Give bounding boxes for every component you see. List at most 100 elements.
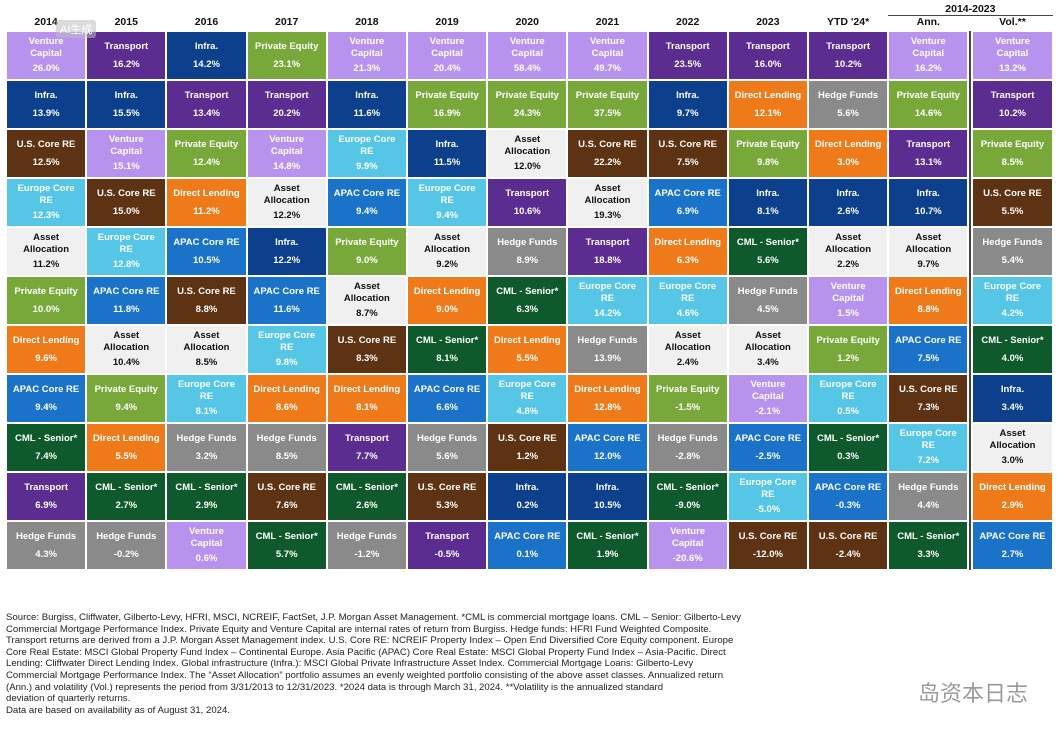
cell-value: -0.5% bbox=[434, 548, 460, 560]
table-cell: Europe Core RE 0.5% bbox=[808, 374, 889, 423]
cell-label: Asset Allocation bbox=[989, 428, 1036, 451]
table-cell: Infra. 0.2% bbox=[487, 472, 568, 521]
table-cell: Asset Allocation 9.7% bbox=[888, 227, 969, 276]
table-cell: U.S. Core RE 5.5% bbox=[972, 178, 1053, 227]
table-cell: Hedge Funds 8.9% bbox=[487, 227, 568, 276]
cell-label: Transport bbox=[425, 530, 469, 542]
table-cell: Europe Core RE 4.2% bbox=[972, 276, 1053, 325]
cell-value: 8.1% bbox=[195, 406, 218, 417]
cell-value: 3.0% bbox=[1001, 455, 1024, 466]
table-cell: Venture Capital 26.0% bbox=[6, 31, 87, 80]
cell-label: Private Equity bbox=[14, 285, 78, 297]
cell-value: 37.5% bbox=[594, 107, 621, 119]
table-cell: Private Equity 10.0% bbox=[6, 276, 87, 325]
table-cell: Direct Lending 3.0% bbox=[808, 129, 889, 178]
table-cell: Private Equity 37.5% bbox=[567, 80, 648, 129]
table-cell: Direct Lending 8.6% bbox=[246, 374, 327, 423]
cell-label: Venture Capital bbox=[349, 36, 385, 59]
column-header: 2023 bbox=[756, 16, 780, 28]
table-cell: U.S. Core RE -12.0% bbox=[727, 521, 808, 570]
table-cell: Transport 10.2% bbox=[808, 31, 889, 80]
cell-label: Venture Capital bbox=[189, 526, 224, 549]
cell-value: 11.6% bbox=[273, 303, 300, 315]
cell-label: Hedge Funds bbox=[577, 334, 638, 346]
cell-value: 12.2% bbox=[273, 210, 301, 221]
cell-value: 16.2% bbox=[112, 58, 140, 70]
table-cell: Europe Core RE 9.4% bbox=[407, 178, 488, 227]
cell-label: Asset Allocation bbox=[424, 232, 471, 255]
cell-value: 16.2% bbox=[914, 63, 942, 74]
table-cell: Venture Capital 49.7% bbox=[567, 31, 648, 80]
cell-label: Venture Capital bbox=[590, 36, 625, 59]
cell-value: 49.7% bbox=[594, 63, 621, 74]
cell-label: APAC Core RE bbox=[654, 187, 721, 199]
table-cell: Hedge Funds -0.2% bbox=[86, 521, 167, 570]
table-cell: Private Equity 14.6% bbox=[888, 80, 969, 129]
cell-label: Asset Allocation bbox=[664, 330, 711, 353]
cell-label: U.S. Core RE bbox=[818, 530, 878, 542]
cell-value: 14.2% bbox=[594, 308, 621, 319]
table-cell: Venture Capital 14.8% bbox=[246, 129, 327, 178]
cell-value: 13.4% bbox=[193, 107, 220, 119]
cell-label: U.S. Core RE bbox=[578, 138, 637, 150]
cell-label: Hedge Funds bbox=[417, 432, 478, 444]
table-cell: Private Equity 1.2% bbox=[808, 325, 889, 374]
cell-value: 15.1% bbox=[112, 161, 140, 172]
cell-label: Hedge Funds bbox=[737, 285, 798, 297]
cell-label: Venture Capital bbox=[28, 36, 64, 59]
cell-value: 10.7% bbox=[914, 205, 942, 217]
table-cell: Venture Capital 13.2% bbox=[972, 31, 1053, 80]
cell-value: 12.0% bbox=[513, 161, 541, 172]
cell-label: Infra. bbox=[275, 236, 299, 248]
cell-value: 10.4% bbox=[112, 357, 140, 368]
cell-value: 8.5% bbox=[275, 450, 298, 462]
table-cell: Europe Core RE 4.8% bbox=[487, 374, 568, 423]
cell-label: Asset Allocation bbox=[183, 330, 230, 353]
table-cell: Direct Lending 6.3% bbox=[647, 227, 728, 276]
table-cell: Direct Lending 11.2% bbox=[166, 178, 247, 227]
cell-value: 14.2% bbox=[193, 58, 220, 70]
cell-value: 12.1% bbox=[754, 107, 782, 119]
cell-value: 7.4% bbox=[35, 450, 57, 462]
table-cell: U.S. Core RE 1.2% bbox=[487, 423, 568, 472]
cell-label: CML - Senior* bbox=[95, 481, 158, 493]
column-header: 2017 bbox=[275, 16, 299, 28]
cell-value: 10.2% bbox=[834, 58, 862, 70]
cell-label: Europe Core RE bbox=[659, 281, 717, 304]
cell-value: 9.7% bbox=[917, 259, 940, 270]
cell-label: Direct Lending bbox=[814, 138, 882, 150]
cell-value: 3.4% bbox=[757, 357, 779, 368]
cell-label: Transport bbox=[24, 481, 68, 493]
cell-value: 15.5% bbox=[112, 107, 140, 119]
cell-value: 18.8% bbox=[594, 254, 621, 266]
cell-value: 5.6% bbox=[757, 254, 779, 266]
table-cell: Private Equity 23.1% bbox=[246, 31, 327, 80]
cell-label: Transport bbox=[745, 40, 790, 52]
cell-label: Private Equity bbox=[335, 236, 399, 248]
table-cell: Hedge Funds 8.5% bbox=[246, 423, 327, 472]
table-cell: Hedge Funds 4.3% bbox=[6, 521, 87, 570]
cell-label: Direct Lending bbox=[895, 285, 962, 297]
cell-value: 6.9% bbox=[35, 499, 57, 511]
cell-label: Europe Core RE bbox=[418, 183, 476, 206]
cell-value: 26.0% bbox=[32, 63, 60, 74]
cell-value: 7.5% bbox=[917, 352, 940, 364]
table-cell: Infra. 9.7% bbox=[647, 80, 728, 129]
table-cell: U.S. Core RE 7.5% bbox=[647, 129, 728, 178]
cell-value: 10.0% bbox=[32, 303, 60, 315]
cell-value: 9.8% bbox=[757, 156, 779, 168]
table-cell: CML - Senior* 1.9% bbox=[567, 521, 648, 570]
cell-label: Direct Lending bbox=[413, 285, 481, 297]
cell-value: 9.4% bbox=[356, 205, 378, 217]
cell-label: Transport bbox=[906, 138, 951, 150]
table-cell: Direct Lending 8.1% bbox=[326, 374, 407, 423]
cell-label: Hedge Funds bbox=[336, 530, 397, 542]
table-cell: Transport 16.2% bbox=[86, 31, 167, 80]
cell-label: Europe Core RE bbox=[983, 281, 1041, 304]
cell-label: Europe Core RE bbox=[338, 134, 396, 157]
cell-value: -2.8% bbox=[675, 450, 701, 462]
table-cell: U.S. Core RE 7.3% bbox=[888, 374, 969, 423]
cell-label: Direct Lending bbox=[12, 334, 80, 346]
cell-value: 13.9% bbox=[594, 352, 621, 364]
cell-label: Europe Core RE bbox=[578, 281, 636, 304]
